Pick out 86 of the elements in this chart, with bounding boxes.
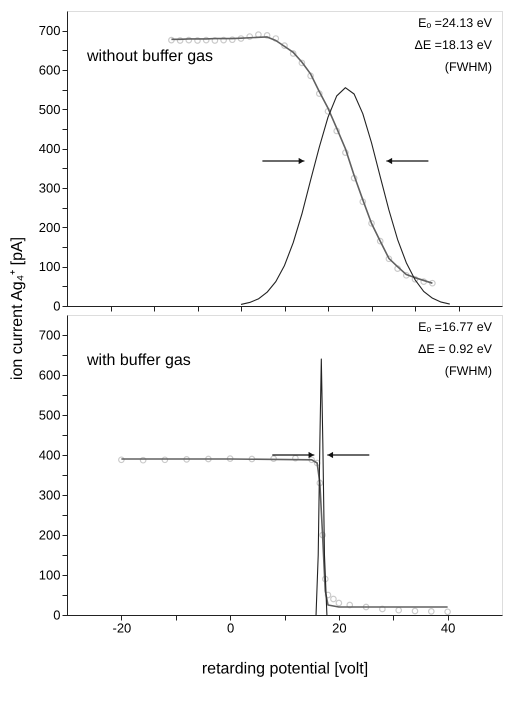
- y-axis-title: ion current Ag₄⁺ [pA]: [9, 236, 26, 380]
- point: [322, 576, 329, 582]
- annotation: ΔE = 0.92 eV: [418, 342, 493, 356]
- point: [176, 37, 184, 44]
- point: [402, 272, 410, 279]
- point: [281, 42, 288, 49]
- point: [394, 265, 401, 272]
- point: [118, 456, 125, 464]
- annotation: (FWHM): [444, 60, 492, 74]
- point: [428, 608, 435, 615]
- point: [246, 33, 254, 40]
- point: [264, 32, 270, 39]
- point: [376, 238, 384, 244]
- y-tick-label: 400: [38, 448, 60, 462]
- y-tick-label: 500: [38, 102, 60, 117]
- y-tick-label: 200: [38, 528, 60, 542]
- point: [420, 278, 428, 285]
- point: [220, 36, 227, 44]
- point: [168, 36, 175, 44]
- point: [316, 90, 323, 97]
- point: [202, 36, 210, 44]
- point: [395, 606, 402, 614]
- y-tick-label: 400: [38, 141, 60, 156]
- point: [429, 280, 436, 287]
- point: [248, 456, 256, 462]
- point: [379, 606, 386, 612]
- point: [140, 456, 146, 464]
- point: [212, 37, 218, 44]
- annotation: without buffer gas: [86, 48, 214, 65]
- point: [368, 220, 375, 227]
- point: [255, 31, 262, 38]
- point: [412, 276, 418, 283]
- y-tick-label: 100: [38, 259, 60, 274]
- point: [308, 456, 316, 464]
- y-tick-label: 700: [38, 23, 60, 38]
- point: [194, 37, 201, 44]
- annotation: (FWHM): [444, 364, 492, 378]
- x-tick-label: 40: [440, 620, 456, 636]
- point: [386, 255, 392, 262]
- point: [307, 72, 314, 80]
- point: [228, 36, 236, 44]
- y-tick-label: 600: [38, 62, 60, 78]
- point: [298, 60, 306, 66]
- y-tick-label: 0: [53, 298, 60, 314]
- point: [330, 596, 337, 602]
- point: [346, 602, 354, 608]
- y-tick-label: 700: [38, 328, 60, 342]
- point: [362, 604, 370, 610]
- x-axis-title: retarding potential [volt]: [202, 660, 368, 678]
- point: [185, 36, 192, 44]
- point: [342, 149, 349, 156]
- y-tick-label: 500: [38, 408, 60, 422]
- y-tick-label: 600: [38, 368, 60, 382]
- point: [162, 456, 168, 464]
- y-tick-label: 200: [38, 220, 60, 235]
- point: [350, 174, 358, 182]
- point: [205, 456, 212, 462]
- annotation: Eₒ =16.77 eV: [418, 320, 493, 334]
- y-tick-label: 300: [38, 488, 60, 502]
- x-tick-label: 0: [227, 620, 234, 636]
- annotation: ΔE =18.13 eV: [414, 38, 493, 52]
- point: [412, 608, 418, 614]
- x-tick-label: 20: [332, 620, 347, 636]
- point: [316, 480, 324, 486]
- y-tick-label: 0: [53, 608, 60, 622]
- y-tick-label: 300: [38, 180, 60, 196]
- line-series: [120, 458, 448, 608]
- point: [270, 455, 277, 462]
- point: [292, 454, 299, 462]
- point: [226, 455, 234, 462]
- point: [333, 128, 340, 134]
- point: [272, 35, 280, 42]
- point: [314, 460, 320, 466]
- point: [324, 592, 332, 598]
- point: [290, 50, 297, 57]
- point: [359, 198, 366, 206]
- x-tick-label: -20: [112, 620, 132, 636]
- annotation: with buffer gas: [86, 352, 191, 369]
- point: [324, 108, 332, 115]
- point: [238, 35, 244, 42]
- point: [319, 532, 326, 538]
- point: [183, 456, 190, 463]
- annotation: Eₒ =24.13 eV: [418, 16, 493, 30]
- y-tick-label: 100: [38, 568, 60, 582]
- point: [336, 600, 342, 606]
- point: [444, 608, 451, 615]
